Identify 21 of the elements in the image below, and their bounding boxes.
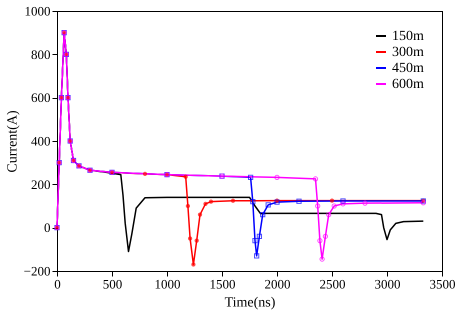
legend-label: 300m — [392, 45, 424, 60]
legend-label: 150m — [392, 29, 424, 44]
x-tick-label: 1000 — [154, 276, 180, 292]
y-tick-label: −200 — [24, 264, 50, 278]
legend-label: 600m — [392, 77, 424, 92]
y-tick-label: 200 — [31, 176, 50, 192]
x-tick-label: 0 — [54, 276, 61, 292]
y-tick-label: 1000 — [24, 4, 50, 18]
y-tick-label: 400 — [31, 134, 50, 148]
y-axis-title: Current(A) — [6, 110, 21, 173]
y-tick-label: 800 — [31, 46, 50, 62]
y-tick-label: 0 — [44, 220, 50, 236]
x-tick-label: 3500 — [430, 276, 456, 292]
x-tick-label: 2000 — [264, 276, 290, 292]
x-tick-label: 3000 — [374, 276, 400, 292]
legend-label: 450m — [392, 61, 424, 76]
x-axis-title: Time(ns) — [224, 296, 276, 310]
x-tick-label: 1500 — [210, 276, 236, 292]
y-tick-label: 600 — [31, 90, 50, 106]
x-tick-label: 2500 — [320, 276, 346, 292]
x-tick-label: 500 — [102, 276, 122, 292]
